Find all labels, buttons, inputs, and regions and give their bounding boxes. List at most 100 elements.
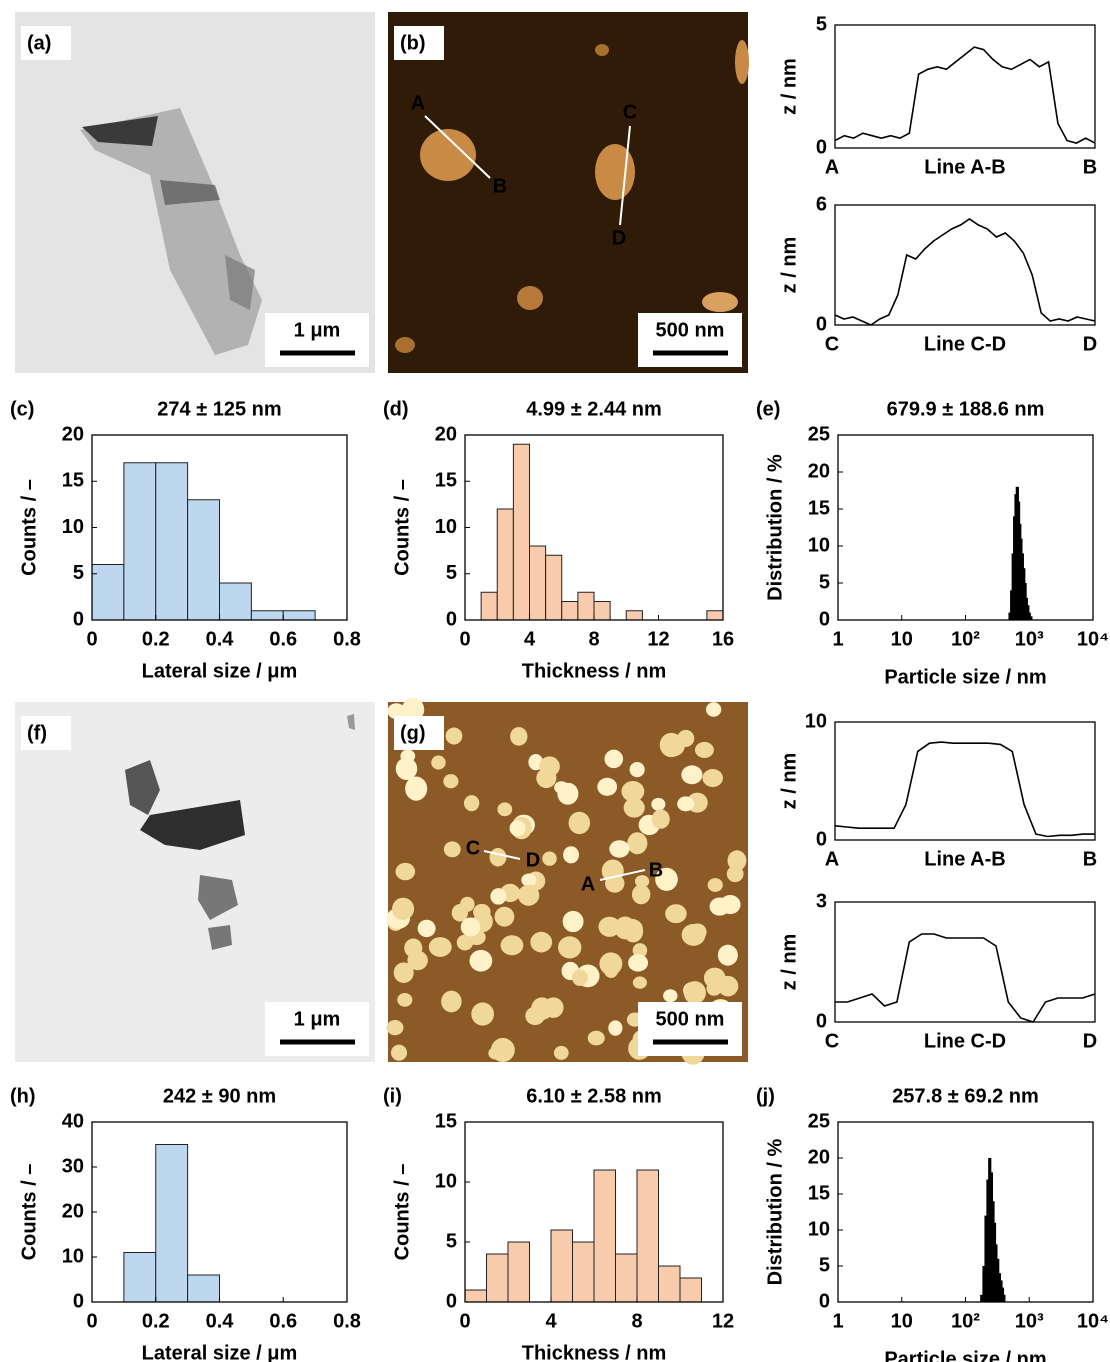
scale-bar-bg [265,1002,369,1056]
afm-particle [587,1030,605,1046]
afm-particle [509,820,526,837]
profile-start: C [825,333,839,355]
x-axis-label: Thickness / nm [522,1342,667,1362]
y-tick-label: 15 [62,470,84,492]
histogram-bar [679,1277,702,1303]
histogram-bar [593,601,611,621]
x-tick-label: 1 [832,628,843,650]
y-tick-label: 0 [73,1290,84,1312]
bar [1029,616,1033,620]
afm-particle [530,931,553,953]
x-tick-label: 0.6 [269,628,297,650]
y-tick-label: 5 [446,562,457,584]
y-tick-label: 5 [446,1230,457,1252]
scale-bar-label: 500 nm [656,1008,725,1030]
bar [984,1215,988,1302]
y-tick-label: 10 [62,516,84,538]
y-tick-label: 20 [435,423,457,445]
afm-flake [395,337,415,353]
afm-particle [614,916,636,940]
afm-particle [631,884,651,905]
x-tick-label: 8 [631,1310,642,1332]
afm-particle [397,992,413,1007]
x-tick-label: 10² [951,628,980,650]
tem-flake-dark [160,180,220,205]
histogram-bar [507,1241,530,1303]
bar [1008,612,1012,620]
y-tick-label: 0 [816,1010,827,1032]
x-tick-label: 10² [951,1310,980,1332]
afm-particle [390,1044,408,1061]
profile-line [834,46,1096,144]
plot-frame [834,721,1096,841]
x-tick-label: 0.4 [206,1310,235,1332]
panel-label-bg [394,26,444,60]
profile-start: A [825,156,839,178]
panel-label-bg [21,716,71,750]
y-tick-label: 25 [808,1110,830,1132]
afm-flake [517,286,543,310]
scale-bar-bg [265,313,369,367]
y-tick-label: 30 [62,1155,84,1177]
y-tick-label: 15 [808,1182,830,1204]
afm-particle [456,934,474,951]
panel-label: (e) [756,398,780,420]
x-tick-label: 0 [86,628,97,650]
histogram-bar [91,564,125,621]
afm-particle [597,777,618,796]
x-tick-label: 10⁴ [1077,1310,1109,1332]
profile-marker: D [612,227,626,249]
afm-particle [627,832,648,855]
x-tick-label: 10⁴ [1077,628,1109,650]
x-axis-label: Particle size / nm [884,1348,1046,1362]
afm-particle [542,851,557,866]
afm-particle [632,943,648,958]
afm-particle [445,727,463,745]
afm-particle [557,782,579,805]
afm-particle [677,796,695,812]
y-axis-label: Counts / – [18,479,40,576]
afm-particle [717,975,739,997]
afm-particle [702,769,723,788]
histogram-bar [561,601,579,621]
afm-particle [489,848,507,867]
afm-particle [621,780,645,802]
bar [982,1266,986,1302]
x-axis-label: Lateral size / μm [142,660,298,682]
afm-flake [735,40,749,84]
histogram-bar [219,582,252,621]
profile-line [599,869,646,881]
y-axis-label: Counts / – [18,1164,40,1261]
y-tick-label: 5 [816,13,827,35]
profile-marker: C [466,837,480,859]
y-tick-label: 10 [435,516,457,538]
afm-particle [494,906,515,927]
x-tick-label: 0 [86,1310,97,1332]
afm-particle [568,811,591,835]
y-tick-label: 10 [435,1170,457,1192]
afm-particle [629,761,645,778]
afm-particle [395,757,418,780]
profile-marker: B [493,175,507,197]
x-tick-label: 10 [891,1310,913,1332]
afm-particle [451,904,469,922]
bar [986,1179,990,1302]
afm-particle [705,702,722,717]
y-tick-label: 20 [808,460,830,482]
afm-particle [431,755,446,770]
afm-particle [665,904,687,924]
histogram-bar [529,545,547,621]
histogram-bar [123,462,157,621]
panel-label-bg [21,26,71,60]
bar [980,1294,984,1302]
afm-particle [469,949,493,972]
profile-marker: D [526,849,540,871]
y-axis-label: z / nm [778,58,800,115]
panel-label: (j) [756,1085,775,1107]
histogram-bar [187,499,220,621]
afm-flake [595,144,635,200]
profile-line [835,933,1096,1023]
x-axis-label: Line A-B [924,156,1005,178]
afm-particle [395,862,416,881]
y-tick-label: 20 [62,1200,84,1222]
